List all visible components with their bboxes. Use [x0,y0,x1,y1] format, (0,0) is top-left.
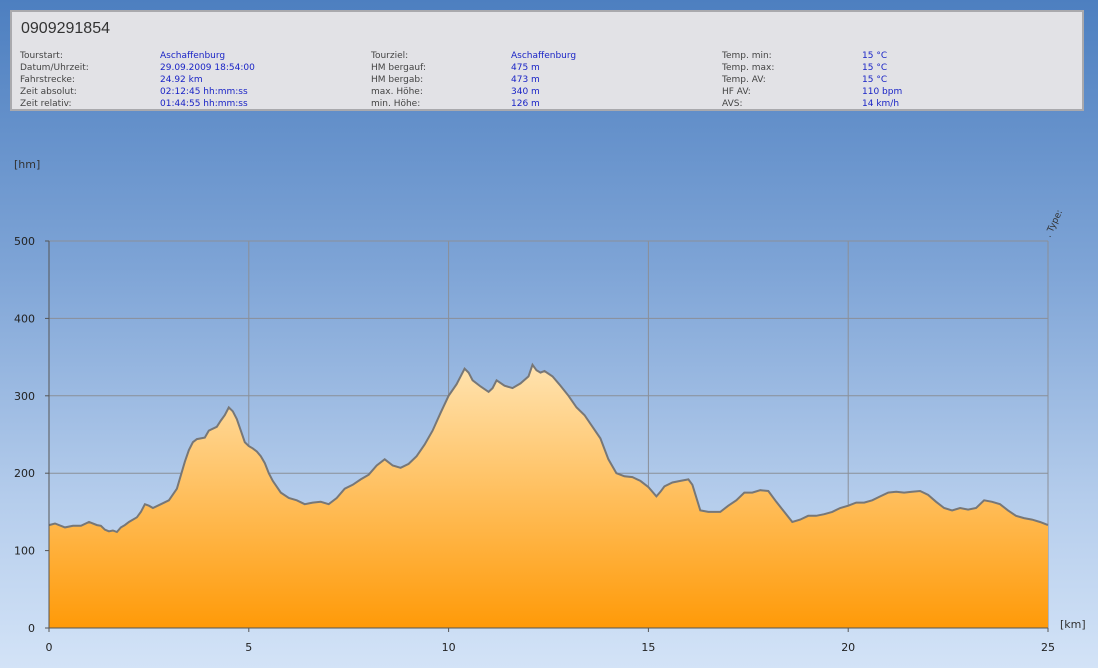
x-axis-unit-label: [km] [1060,618,1086,631]
stat-value: 01:44:55 hh:mm:ss [160,99,248,109]
stat-value: 15 °C [862,75,888,85]
y-tick-label: 200 [14,467,35,480]
tick-labels: 0 100 200 300 400 500 0 5 10 15 20 25 [14,235,1055,654]
x-tick-label: 5 [245,641,252,654]
stat-value: 473 m [511,75,540,85]
stat-value: 02:12:45 hh:mm:ss [160,87,248,97]
elevation-area [49,364,1048,628]
stat-label: max. Höhe: [371,87,423,97]
stat-value: 14 km/h [862,99,900,109]
stat-value: Aschaffenburg [511,51,577,61]
tour-id-title: 0909291854 [21,20,110,37]
stat-label: Zeit absolut: [20,87,77,97]
y-axis-unit-label: [hm] [14,158,40,171]
stat-label: HF AV: [722,87,751,97]
stat-value: 475 m [511,63,540,73]
tour-stats-grid: Tourstart: Aschaffenburg Tourziel: Aschaffe… [20,50,1080,110]
y-tick-label: 400 [14,312,35,325]
stat-label: Fahrstrecke: [20,75,75,85]
y-tick-label: 500 [14,235,35,248]
stat-label: AVS: [722,99,743,109]
stat-value: 24.92 km [160,75,203,85]
stat-label: HM bergab: [371,75,424,85]
stat-label: Datum/Uhrzeit: [20,63,89,73]
stat-label: Temp. AV: [722,75,766,85]
stat-label: Tourstart: [20,51,63,61]
stat-value: 29.09.2009 18:54:00 [160,63,255,73]
stat-value: 126 m [511,99,540,109]
chart-axes [45,240,1049,632]
x-tick-label: 15 [641,641,655,654]
stat-value: 15 °C [862,63,888,73]
stat-label: min. Höhe: [371,99,421,109]
info-panel: 0909291854 Tourstart: Aschaffenburg Tourzi… [10,10,1084,111]
stat-value: 340 m [511,87,540,97]
stat-label: HM bergauf: [371,63,426,73]
stat-label: Temp. max: [722,63,775,73]
y-tick-label: 0 [28,622,35,635]
x-tick-label: 25 [1041,641,1055,654]
stat-value: Aschaffenburg [160,51,226,61]
stat-value: 110 bpm [862,87,903,97]
x-tick-label: 10 [442,641,456,654]
type-side-label: . Type: [1044,208,1066,239]
y-tick-label: 100 [14,545,35,558]
elevation-line [48,362,1049,534]
stat-label: Zeit relativ: [20,99,72,109]
x-tick-label: 0 [46,641,53,654]
stat-value: 15 °C [862,51,888,61]
stat-label: Tourziel: [371,51,409,61]
x-tick-label: 20 [841,641,855,654]
y-tick-label: 300 [14,390,35,403]
stat-label: Temp. min: [722,51,772,61]
